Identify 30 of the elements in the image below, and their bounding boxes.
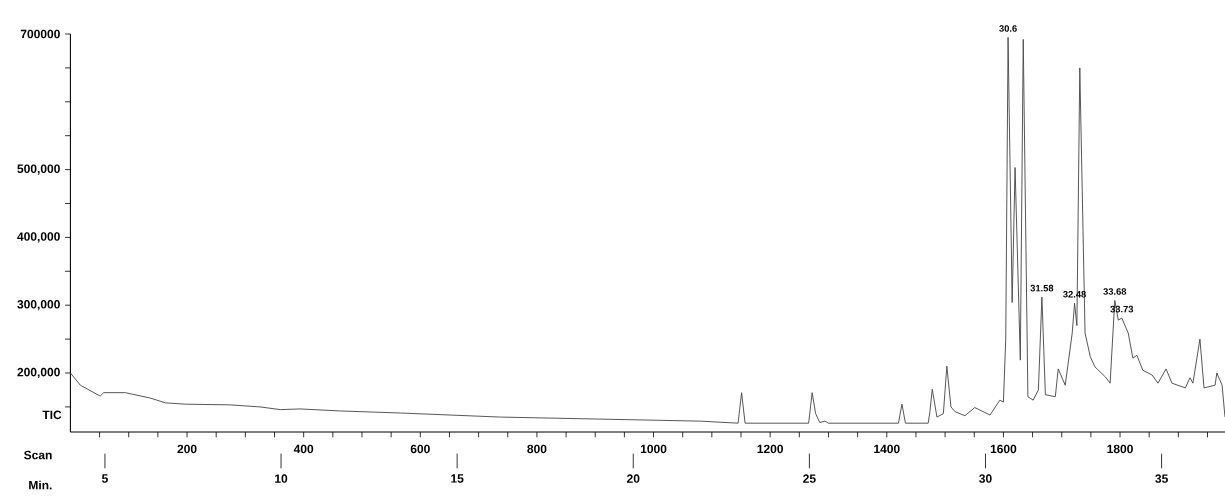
x2-tick-label: 5 xyxy=(101,474,108,483)
annotation: 33.73 xyxy=(1110,305,1134,313)
y-tick-label: 200,000 xyxy=(17,367,60,379)
x-tick-label: 600 xyxy=(410,444,430,454)
x2-axis-title: Min. xyxy=(29,480,52,490)
x2-tick-label: 30 xyxy=(979,474,992,483)
x2-tick-label: 35 xyxy=(1155,474,1168,483)
y-tick-label: 500,000 xyxy=(17,164,60,175)
x-tick-label: 1800 xyxy=(1107,444,1133,454)
annotation: 33.68 xyxy=(1103,288,1127,295)
x2-tick-label: 10 xyxy=(275,474,288,483)
annotation: 30.6 xyxy=(999,25,1017,32)
x-tick-label: 200 xyxy=(177,444,197,454)
y-tick-label: 400,000 xyxy=(17,232,60,243)
x-tick-label: 1000 xyxy=(640,444,667,454)
y-axis-title: TIC xyxy=(42,410,62,420)
x-tick-label: 1400 xyxy=(874,444,900,454)
annotation: 31.58 xyxy=(1030,284,1054,292)
x-tick-label: 400 xyxy=(293,444,314,454)
x2-tick-label: 20 xyxy=(627,474,640,483)
x-axis-title: Scan xyxy=(24,450,52,460)
x2-tick-label: 25 xyxy=(803,474,816,483)
x2-tick-label: 15 xyxy=(451,474,464,483)
annotation: 32.48 xyxy=(1063,290,1086,298)
y-tick-label: 300,000 xyxy=(17,300,60,311)
x-tick-label: 1600 xyxy=(990,444,1017,454)
y-tick-label: 700000 xyxy=(20,29,60,39)
x-tick-label: 1200 xyxy=(757,444,784,454)
x-tick-label: 800 xyxy=(527,444,547,454)
line-series xyxy=(69,36,1225,424)
